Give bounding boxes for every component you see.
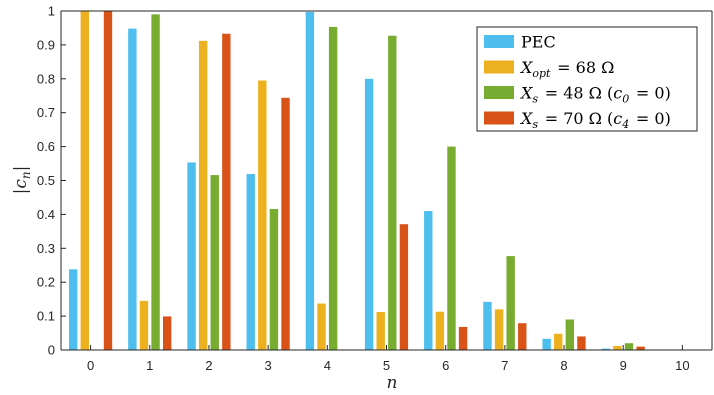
bar-series-1-n2: [187, 162, 196, 350]
bar-series-1-n8: [542, 338, 551, 350]
bar-series-2-n1: [139, 300, 149, 350]
bar-series-1-n3: [246, 174, 255, 350]
legend-label-1: PEC: [521, 33, 556, 52]
legend-swatch-4: [484, 111, 514, 125]
bar-series-3-n8: [565, 319, 575, 350]
bar-series-1-n4: [305, 12, 315, 351]
bar-series-3-n7: [506, 256, 515, 350]
legend-swatch-3: [484, 86, 514, 99]
bar-series-4-n1: [162, 316, 172, 350]
bar-series-3-n5: [388, 35, 397, 350]
bar-series-4-n0: [103, 11, 113, 350]
legend-swatch-2: [484, 60, 514, 74]
bar-series-2-n6: [435, 311, 445, 350]
bar-series-2-n0: [80, 11, 89, 350]
bar-series-2-n5: [376, 312, 385, 350]
bar-series-4-n8: [577, 336, 586, 350]
x-tick-label: 1: [146, 358, 153, 373]
bar-series-2-n9: [613, 345, 622, 350]
bar-series-3-n3: [269, 208, 279, 350]
bar-series-2-n8: [554, 333, 563, 350]
bar-series-3-n6: [447, 146, 456, 350]
bar-series-3-n2: [210, 175, 219, 350]
x-tick-label: 9: [620, 358, 627, 373]
bar-series-2-n3: [258, 80, 267, 350]
bar-series-2-n2: [198, 40, 208, 350]
x-tick-label: 7: [501, 358, 508, 373]
x-axis-label: n: [387, 373, 398, 393]
y-axis-label: |cn|: [11, 166, 33, 195]
y-tick-label: 0.4: [37, 207, 55, 222]
y-tick-label: 0.2: [37, 275, 55, 290]
y-tick-label: 0.1: [37, 309, 55, 324]
bar-series-1-n5: [364, 78, 374, 351]
x-tick-label: 2: [205, 358, 212, 373]
x-tick-label: 8: [560, 358, 567, 373]
y-tick-label: 0.6: [37, 139, 55, 154]
y-tick-label: 0.3: [37, 241, 55, 256]
legend: PEC Xopt = 68 Ω Xs = 48 Ω (c0 = 0) Xs = 70 …: [476, 26, 698, 132]
x-tick-label: 4: [324, 358, 331, 373]
legend-swatch-1: [484, 35, 514, 48]
bars-layer: [68, 11, 645, 351]
bar-series-3-n1: [151, 14, 160, 350]
y-tick-label: 0.7: [37, 105, 55, 120]
bar-series-4-n5: [399, 224, 409, 350]
bar-series-3-n9: [624, 343, 634, 350]
bar-series-4-n6: [458, 326, 468, 350]
bar-series-4-n7: [518, 323, 527, 350]
bar-series-1-n1: [128, 28, 137, 350]
y-tick-label: 0.8: [37, 71, 55, 86]
y-tick-label: 0: [48, 343, 55, 358]
x-tick-labels: 0 1 2 3 4 5 6 7 8 9 10: [87, 358, 690, 373]
svg-text:|cn|: |cn|: [11, 166, 33, 195]
y-tick-label: 1: [48, 4, 55, 19]
legend-label-4: Xs = 70 Ω (c4 = 0): [519, 109, 671, 131]
x-tick-label: 6: [442, 358, 449, 373]
x-tick-label: 10: [675, 358, 689, 373]
x-tick-label: 0: [87, 358, 94, 373]
y-tick-labels: 0 0.1 0.2 0.3 0.4 0.5 0.6 0.7 0.8 0.9 1: [37, 4, 55, 358]
legend-label-3: Xs = 48 Ω (c0 = 0): [519, 84, 671, 106]
bar-series-1-n6: [424, 211, 433, 350]
y-tick-label: 0.5: [37, 173, 55, 188]
bar-series-2-n4: [317, 303, 326, 350]
bar-series-1-n9: [601, 348, 611, 350]
legend-label-2: Xopt = 68 Ω: [519, 58, 614, 80]
y-tick-label: 0.9: [37, 37, 55, 52]
bar-series-4-n9: [636, 346, 645, 350]
bar-series-1-n7: [483, 301, 492, 350]
bar-series-1-n0: [68, 269, 78, 350]
bar-series-4-n3: [281, 97, 290, 350]
x-tick-label: 5: [383, 358, 390, 373]
x-tick-label: 3: [265, 358, 272, 373]
bar-series-2-n7: [494, 309, 504, 350]
bar-series-4-n2: [222, 33, 231, 351]
axes-layer: [60, 10, 713, 351]
bar-series-3-n4: [328, 26, 338, 351]
